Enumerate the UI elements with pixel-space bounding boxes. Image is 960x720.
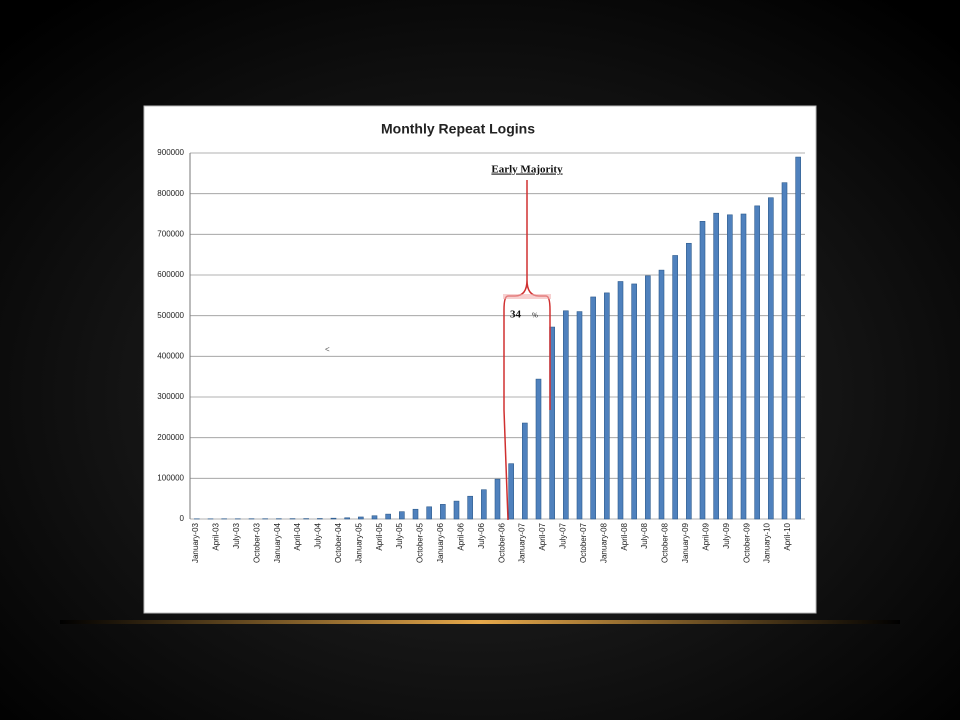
y-tick-label: 200000 (157, 433, 184, 442)
x-tick-label: April-10 (783, 522, 792, 550)
annotation: < (325, 345, 330, 354)
bar (727, 214, 733, 520)
bar (522, 422, 528, 520)
x-tick-label: January-03 (191, 522, 200, 563)
bar (740, 213, 747, 520)
bar (371, 515, 378, 520)
x-tick-label: July-04 (314, 522, 323, 548)
y-tick-label: 800000 (157, 189, 184, 198)
gold-line (60, 620, 900, 624)
x-tick-label: October-05 (416, 522, 425, 563)
bar (754, 205, 760, 520)
bar (563, 310, 569, 520)
x-tick-label: April-04 (293, 522, 302, 550)
bar (453, 500, 460, 520)
y-tick-label: 500000 (157, 311, 184, 320)
bar (467, 495, 473, 520)
x-tick-label: April-08 (620, 522, 629, 550)
chart-title: Monthly Repeat Logins (381, 121, 535, 137)
bar (686, 242, 692, 520)
x-tick-label: July-09 (722, 522, 731, 548)
bar (699, 221, 706, 520)
y-tick-label: 600000 (157, 270, 184, 279)
annotation: Early Majority (491, 164, 563, 176)
y-tick-label: 0 (180, 514, 185, 523)
bar (768, 197, 774, 520)
bar (535, 378, 542, 520)
bar (672, 255, 678, 520)
bar (330, 517, 337, 520)
annotation: % (532, 312, 538, 320)
bar (658, 269, 665, 520)
x-tick-label: October-09 (742, 522, 751, 563)
bar (344, 517, 350, 520)
y-tick-label: 900000 (157, 148, 184, 157)
x-tick-label: October-08 (661, 522, 670, 563)
x-tick-label: July-05 (395, 522, 404, 548)
bar (385, 513, 391, 520)
x-tick-label: October-03 (252, 522, 261, 563)
bar (549, 326, 555, 520)
bar (412, 508, 419, 520)
bar (426, 506, 432, 520)
y-tick-label: 400000 (157, 351, 184, 360)
bar (617, 281, 624, 520)
x-tick-label: July-06 (477, 522, 486, 548)
bar (576, 311, 583, 520)
x-tick-label: January-09 (681, 522, 690, 563)
x-tick-label: January-10 (763, 522, 772, 563)
bar (713, 212, 719, 520)
x-tick-label: April-07 (538, 522, 547, 550)
x-tick-label: April-05 (375, 522, 384, 550)
y-tick-label: 300000 (157, 392, 184, 401)
x-tick-label: January-05 (354, 522, 363, 563)
x-tick-label: April-03 (212, 522, 221, 550)
x-tick-label: April-09 (701, 522, 710, 550)
x-tick-label: January-04 (273, 522, 282, 563)
x-tick-label: January-08 (599, 522, 608, 563)
bar (440, 504, 446, 520)
annotation: 34 (510, 309, 522, 321)
x-tick-label: October-07 (579, 522, 588, 563)
x-tick-label: July-03 (232, 522, 241, 548)
x-tick-label: January-06 (436, 522, 445, 563)
y-tick-label: 100000 (157, 473, 184, 482)
bar (508, 463, 514, 520)
bracket-highlight (503, 294, 551, 299)
x-tick-label: October-06 (497, 522, 506, 563)
x-tick-label: October-04 (334, 522, 343, 563)
bar (399, 511, 405, 520)
bar (590, 296, 596, 520)
bar (358, 516, 364, 520)
y-tick-label: 700000 (157, 229, 184, 238)
bar (631, 283, 637, 520)
bar (781, 182, 788, 520)
x-tick-label: January-07 (518, 522, 527, 563)
x-tick-label: July-07 (559, 522, 568, 548)
bar (481, 489, 487, 520)
bar (494, 478, 501, 520)
bar (795, 156, 801, 520)
bar (604, 292, 610, 520)
bar (645, 275, 651, 520)
plot: 0 100000 200000 300000 400000 500000 600000 700… (157, 148, 805, 563)
x-tick-label: July-08 (640, 522, 649, 548)
x-tick-label: April-06 (456, 522, 465, 550)
